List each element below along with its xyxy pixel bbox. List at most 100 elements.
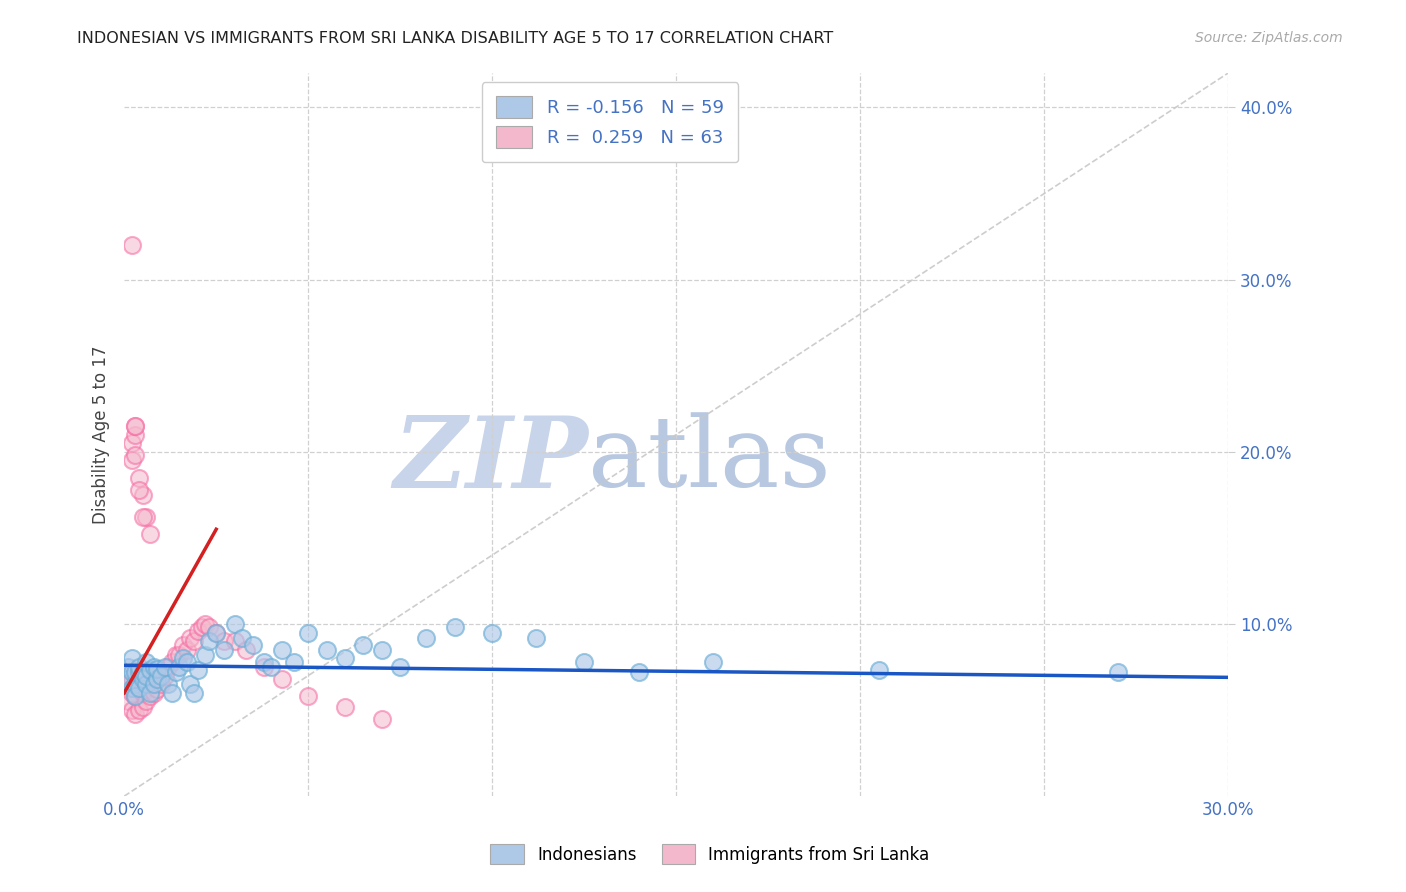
Point xyxy=(481,625,503,640)
Point xyxy=(135,655,157,669)
Point xyxy=(190,620,212,634)
Point xyxy=(172,638,194,652)
Point xyxy=(574,655,596,669)
Point xyxy=(526,631,548,645)
Point xyxy=(297,690,319,704)
Point xyxy=(128,470,150,484)
Point xyxy=(131,510,153,524)
Point xyxy=(253,660,276,674)
Point xyxy=(142,660,165,674)
Point xyxy=(371,712,394,726)
Point xyxy=(135,677,157,691)
Point xyxy=(117,694,139,708)
Point xyxy=(283,655,305,669)
Point xyxy=(224,617,246,632)
Point xyxy=(176,655,198,669)
Point xyxy=(260,660,283,674)
Point xyxy=(198,620,221,634)
Point xyxy=(415,631,437,645)
Point xyxy=(231,631,253,645)
Point xyxy=(179,631,201,645)
Point xyxy=(333,651,356,665)
Point xyxy=(142,672,165,686)
Point xyxy=(157,677,180,691)
Point xyxy=(205,625,228,640)
Point xyxy=(165,665,187,680)
Point xyxy=(124,690,146,704)
Point xyxy=(139,686,162,700)
Point xyxy=(128,681,150,695)
Point xyxy=(124,419,146,434)
Point xyxy=(444,620,467,634)
Point xyxy=(253,655,276,669)
Point xyxy=(117,672,139,686)
Point xyxy=(146,672,169,686)
Point xyxy=(139,677,162,691)
Point xyxy=(135,682,157,697)
Point xyxy=(121,665,143,680)
Text: atlas: atlas xyxy=(588,412,831,508)
Point xyxy=(142,677,165,691)
Point xyxy=(124,665,146,680)
Point xyxy=(128,703,150,717)
Point xyxy=(121,681,143,695)
Point xyxy=(297,625,319,640)
Point xyxy=(224,634,246,648)
Point xyxy=(121,238,143,252)
Point xyxy=(183,634,205,648)
Point xyxy=(146,672,169,686)
Point xyxy=(194,617,217,632)
Point xyxy=(183,686,205,700)
Point xyxy=(139,664,162,678)
Point xyxy=(135,668,157,682)
Point xyxy=(142,686,165,700)
Point xyxy=(235,642,257,657)
Point xyxy=(117,677,139,691)
Point xyxy=(333,699,356,714)
Text: Source: ZipAtlas.com: Source: ZipAtlas.com xyxy=(1195,31,1343,45)
Point xyxy=(352,638,374,652)
Point xyxy=(169,648,191,662)
Point xyxy=(628,665,651,680)
Point xyxy=(242,638,264,652)
Legend: R = -0.156   N = 59, R =  0.259   N = 63: R = -0.156 N = 59, R = 0.259 N = 63 xyxy=(482,82,738,162)
Point xyxy=(160,655,183,669)
Point xyxy=(124,677,146,691)
Point xyxy=(124,706,146,721)
Point xyxy=(160,686,183,700)
Point xyxy=(117,672,139,686)
Point xyxy=(131,699,153,714)
Point xyxy=(135,510,157,524)
Point xyxy=(121,672,143,686)
Point xyxy=(124,419,146,434)
Point xyxy=(157,660,180,674)
Point xyxy=(121,686,143,700)
Point xyxy=(198,634,221,648)
Point xyxy=(128,660,150,674)
Point xyxy=(389,660,412,674)
Point xyxy=(139,668,162,682)
Point xyxy=(212,642,235,657)
Point xyxy=(153,668,176,682)
Point xyxy=(165,648,187,662)
Point xyxy=(169,660,191,674)
Point xyxy=(124,668,146,682)
Point xyxy=(150,668,173,682)
Point xyxy=(124,690,146,704)
Point xyxy=(131,665,153,680)
Point xyxy=(124,427,146,442)
Point xyxy=(121,453,143,467)
Point xyxy=(315,642,337,657)
Point xyxy=(139,527,162,541)
Text: ZIP: ZIP xyxy=(392,411,588,508)
Point xyxy=(187,624,209,638)
Point xyxy=(135,672,157,686)
Point xyxy=(131,672,153,686)
Point xyxy=(128,682,150,697)
Point xyxy=(124,448,146,462)
Point xyxy=(271,672,294,686)
Point xyxy=(176,642,198,657)
Point xyxy=(128,483,150,497)
Point xyxy=(187,664,209,678)
Point xyxy=(153,660,176,674)
